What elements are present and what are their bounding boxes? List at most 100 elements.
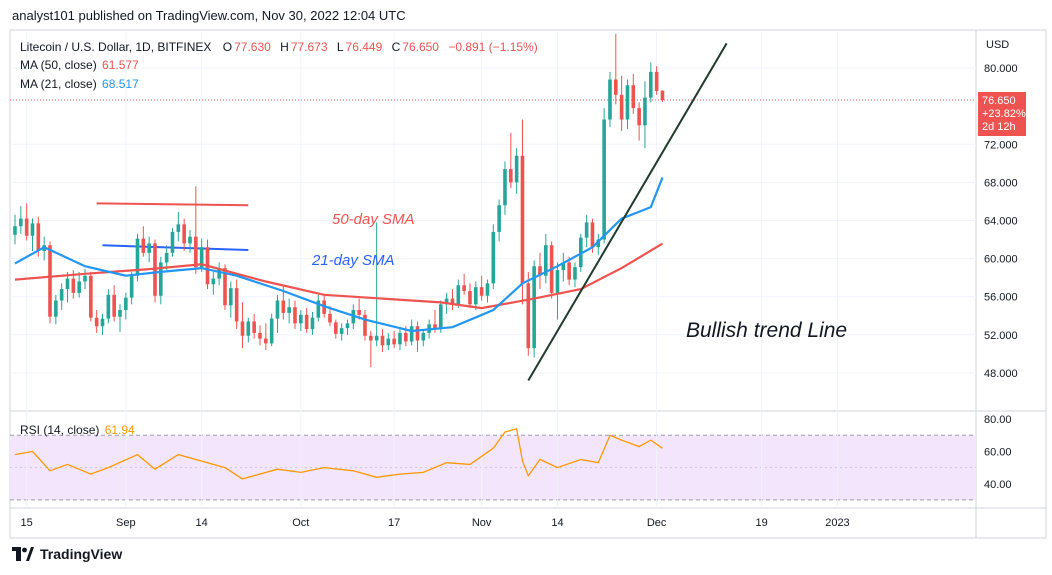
time-tick-label: 2023	[825, 517, 849, 529]
price-tick-label: 72.000	[984, 139, 1018, 151]
candle-body	[660, 90, 665, 101]
candle-body	[106, 294, 111, 319]
candle-body	[363, 314, 367, 336]
candle-body	[199, 247, 204, 268]
candle-body	[643, 97, 647, 126]
time-tick-label: Dec	[647, 517, 667, 529]
candle-body	[503, 169, 507, 206]
candle-body	[217, 268, 221, 279]
candle-body	[392, 338, 396, 345]
candle-body	[532, 266, 536, 349]
candle-body	[637, 108, 641, 126]
rsi-legend: RSI (14, close) 61.94	[20, 423, 137, 437]
candle-body	[555, 270, 560, 293]
candle-body	[433, 324, 437, 330]
candle-body	[608, 79, 612, 120]
candle-body	[520, 155, 525, 284]
candle-body	[328, 313, 332, 323]
candle-body	[479, 287, 484, 296]
candle-body	[135, 238, 140, 276]
candle-body	[71, 278, 76, 293]
candle-body	[13, 226, 17, 235]
price-tick-label: 64.000	[984, 216, 1018, 228]
tradingview-logo-icon	[12, 547, 34, 561]
candle-body	[345, 323, 350, 329]
time-tick-label: 19	[755, 517, 767, 529]
ma50-line	[14, 242, 664, 310]
candle-body	[89, 275, 93, 318]
badge-price: 76.650	[982, 95, 1016, 107]
low-label: L	[336, 40, 344, 54]
price-tick-label: 80.000	[984, 63, 1018, 75]
candle-body	[462, 285, 466, 291]
candle-body	[299, 314, 303, 324]
candle-body	[485, 283, 490, 296]
candle-body	[444, 298, 449, 305]
candle-body	[24, 218, 29, 236]
candle-body	[654, 71, 659, 91]
candle-body	[398, 332, 402, 345]
candle-body	[258, 332, 262, 339]
candle-body	[164, 252, 169, 263]
candle-body	[234, 288, 239, 322]
candle-body	[491, 231, 496, 284]
candle-body	[456, 285, 461, 305]
candle-body	[188, 236, 192, 244]
candle-body	[159, 262, 163, 296]
candle-body	[194, 236, 198, 268]
rsi-line	[14, 427, 663, 480]
candle-body	[287, 307, 291, 313]
candle-body	[170, 231, 175, 253]
candle-body	[264, 338, 268, 344]
candle-body	[334, 322, 338, 334]
time-tick-label: Sep	[116, 517, 136, 529]
last-price-badge: 76.650 +23.82% 2d 12h	[978, 92, 1026, 137]
bullish-trend-line	[527, 42, 728, 382]
candle-body	[474, 287, 478, 305]
ma50-label: MA (50, close)	[20, 58, 97, 72]
candle-body	[229, 288, 233, 306]
candle-body	[590, 222, 595, 248]
badge-change: +23.82%	[982, 108, 1026, 120]
candle-body	[118, 310, 122, 317]
time-tick-label: 15	[21, 517, 33, 529]
price-tick-label: 60.000	[984, 254, 1018, 266]
candle-body	[613, 79, 618, 95]
candle-body	[374, 335, 379, 341]
candle-body	[48, 245, 52, 317]
tradingview-brand: TradingView	[40, 546, 123, 562]
chart-border	[9, 29, 1047, 539]
candle-body	[252, 321, 256, 333]
trend-annotation: Bullish trend Line	[686, 319, 847, 342]
candle-body	[281, 300, 286, 313]
candle-body	[36, 223, 41, 251]
time-tick-label: Oct	[292, 517, 309, 529]
candle-body	[619, 94, 624, 120]
candle-body	[561, 262, 566, 271]
rsi-value: 61.94	[104, 423, 135, 437]
candle-body	[147, 243, 151, 253]
low-value: 76.449	[345, 40, 383, 54]
symbol-name: Litecoin / U.S. Dollar, 1D, BITFINEX	[20, 40, 212, 54]
candle-body	[129, 275, 134, 298]
candle-body	[526, 283, 531, 349]
time-tick-label: 14	[196, 517, 208, 529]
candle-body	[421, 332, 426, 341]
rsi-tick-label: 60.00	[984, 446, 1012, 458]
open-label: O	[222, 40, 233, 54]
publish-line: analyst101 published on TradingView.com,…	[12, 8, 406, 23]
candle-body	[65, 278, 70, 290]
candle-body	[19, 218, 23, 227]
currency-label: USD	[986, 39, 1009, 51]
open-value: 77.630	[234, 40, 271, 54]
ma50-value: 61.577	[102, 58, 139, 72]
candle-body	[602, 119, 606, 240]
candle-body	[357, 310, 361, 315]
candle-body	[100, 318, 105, 327]
candle-body	[275, 300, 280, 319]
tradingview-footer[interactable]: TradingView	[12, 546, 122, 562]
candle-body	[30, 223, 35, 236]
close-value: 76.650	[402, 40, 439, 54]
candle-body	[124, 297, 128, 311]
